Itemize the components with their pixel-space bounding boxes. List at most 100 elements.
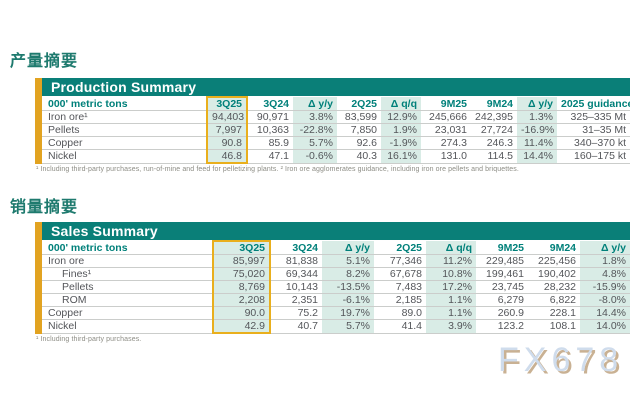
cell: 11.4% [517,136,557,150]
row-label: Nickel [42,319,213,334]
cell: 90,971 [247,110,293,124]
cell: 160–175 kt [557,149,630,164]
row-label: Pellets [42,123,207,137]
cell: -0.6% [293,149,337,164]
cell: 94,403 [206,110,248,124]
table-row: Iron ore¹ 94,403 90,971 3.8% 83,599 12.9% 245,… [42,110,630,124]
cell: -13.5% [322,280,374,294]
row-label: Iron ore [42,254,213,268]
cell: 14.4% [580,306,630,320]
table-row: ROM 2,208 2,351 -6.1% 2,185 1.1% 6,279 6,822 -8.… [42,293,630,307]
column-header: Δ y/y [322,241,374,255]
table-row: Nickel 46.8 47.1 -0.6% 40.3 16.1% 131.0 114.5 14… [42,149,630,164]
cell: 1.1% [426,293,476,307]
cell: 340–370 kt [557,136,630,150]
cell: -16.9% [517,123,557,137]
cell: 47.1 [247,149,293,164]
unit-header: 000' metric tons [42,97,207,111]
cell: 190,402 [528,267,580,281]
cell: 6,279 [476,293,528,307]
fx678-watermark: FX678 [498,341,624,379]
cell: 85,997 [212,254,271,268]
cell: 229,485 [476,254,528,268]
cell: 40.3 [337,149,381,164]
cell: 225,456 [528,254,580,268]
cell: 89.0 [374,306,426,320]
column-header: 9M25 [421,97,471,111]
cell: 274.3 [421,136,471,150]
cell: 10,143 [270,280,322,294]
cell: 40.7 [270,319,322,334]
cell: 42.9 [212,319,271,334]
cell: 3.9% [426,319,476,334]
row-label: Fines¹ [42,267,213,281]
cell: 23,745 [476,280,528,294]
cell: 23,031 [421,123,471,137]
table-row: Nickel 42.9 40.7 5.7% 41.4 3.9% 123.2 108.1 14.0… [42,319,630,334]
cell: 8,769 [212,280,271,294]
table-row: Pellets 7,997 10,363 -22.8% 7,850 1.9% 23,031 2… [42,123,630,137]
cell: 46.8 [206,149,248,164]
cell: 27,724 [471,123,517,137]
cell: -8.0% [580,293,630,307]
footnote-sales: ¹ Including third-party purchases. [36,336,142,343]
cell: 123.2 [476,319,528,334]
cell: 11.2% [426,254,476,268]
cell: 2,351 [270,293,322,307]
cell: 7,850 [337,123,381,137]
row-label: Iron ore¹ [42,110,207,124]
cell: 8.2% [322,267,374,281]
cell: 5.7% [293,136,337,150]
cell: 77,346 [374,254,426,268]
gold-accent-bar [35,222,42,334]
row-label: Nickel [42,149,207,164]
cell: 108.1 [528,319,580,334]
cell: 81,838 [270,254,322,268]
cell: 75.2 [270,306,322,320]
cell: 4.8% [580,267,630,281]
cell: 1.8% [580,254,630,268]
cell: 228.1 [528,306,580,320]
cell: 7,997 [206,123,248,137]
table-row: Iron ore 85,997 81,838 5.1% 77,346 11.2% 229,4… [42,254,630,268]
cell: 12.9% [381,110,421,124]
cell: 75,020 [212,267,271,281]
production-table: 000' metric tons 3Q25 3Q24 Δ y/y 2Q25 Δ q/q 9M… [42,96,630,164]
column-header: Δ y/y [293,97,337,111]
table-row: Copper 90.8 85.9 5.7% 92.6 -1.9% 274.3 246.3 11.… [42,136,630,150]
cell: 2,208 [212,293,271,307]
cell: 1.1% [426,306,476,320]
column-header: Δ y/y [517,97,557,111]
table-row: Copper 90.0 75.2 19.7% 89.0 1.1% 260.9 228.1 14.… [42,306,630,320]
sales-table: 000' metric tons 3Q25 3Q24 Δ y/y 2Q25 Δ q/q 9M… [42,240,630,334]
cell: 10,363 [247,123,293,137]
cell: 90.0 [212,306,271,320]
column-header: 3Q25 [212,240,271,255]
cell: 10.8% [426,267,476,281]
cell: 199,461 [476,267,528,281]
column-header: Δ q/q [426,241,476,255]
footnote-production: ¹ Including third-party purchases, run-o… [36,166,519,173]
row-label: Pellets [42,280,213,294]
column-header: 3Q25 [206,96,248,111]
cell: 325–335 Mt [557,110,630,124]
cell: 114.5 [471,149,517,164]
header-row: 000' metric tons 3Q25 3Q24 Δ y/y 2Q25 Δ q/q 9M… [42,240,630,255]
table-row: Pellets 8,769 10,143 -13.5% 7,483 17.2% 23,745… [42,280,630,294]
cell: 6,822 [528,293,580,307]
column-header: 9M24 [471,97,517,111]
cell: 19.7% [322,306,374,320]
cell: 3.8% [293,110,337,124]
column-header: 2025 guidance [557,97,630,111]
cell: -6.1% [322,293,374,307]
table-title-sales: Sales Summary [42,222,630,240]
column-header: 2Q25 [374,241,426,255]
cell: 31–35 Mt [557,123,630,137]
column-header: Δ y/y [580,241,630,255]
column-header: 2Q25 [337,97,381,111]
cell: 67,678 [374,267,426,281]
cell: 69,344 [270,267,322,281]
column-header: 9M25 [476,241,528,255]
cell: 14.4% [517,149,557,164]
